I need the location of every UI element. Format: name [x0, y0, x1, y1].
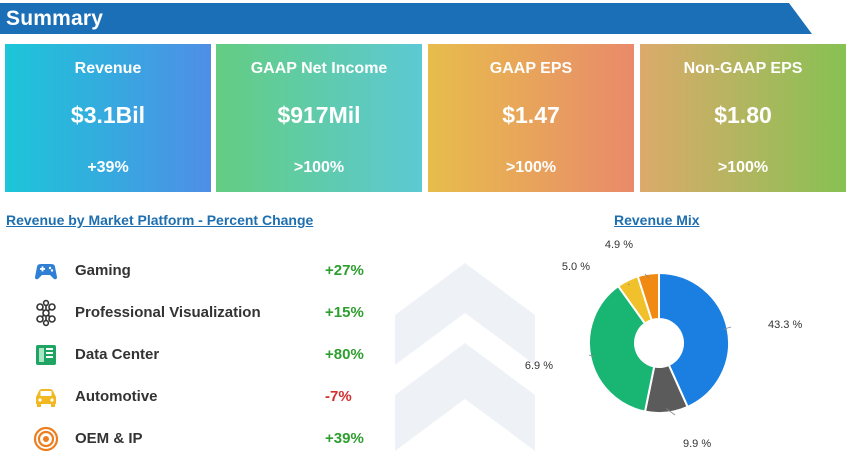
network-nodes-icon: [36, 299, 56, 327]
card-change: +39%: [87, 159, 129, 176]
platform-change: +39%: [325, 430, 364, 447]
platform-label: Gaming: [75, 262, 131, 279]
car-icon: [36, 389, 56, 407]
card-value: $3.1Bil: [70, 102, 146, 128]
revenue-card: Revenue $3.1Bil +39%: [5, 44, 211, 192]
slice-label: 9.9 %: [683, 438, 711, 450]
gamepad-icon: [35, 264, 57, 280]
leader-line: [627, 283, 630, 286]
card-change: >100%: [505, 159, 557, 176]
platform-label: OEM & IP: [75, 430, 143, 447]
card-value: $1.47: [502, 102, 560, 128]
leader-line: [588, 354, 595, 358]
platform-row-gaming: Gaming +27%: [0, 256, 420, 286]
platform-change: -7%: [325, 388, 352, 405]
card-change: >100%: [717, 159, 769, 176]
slice-label: 43.3 %: [768, 319, 802, 331]
leader-line: [666, 408, 676, 416]
non-gaap-eps-card: Non-GAAP EPS $1.80 >100%: [640, 44, 846, 192]
platform-row-oem-ip: OEM & IP +39%: [0, 424, 420, 454]
watermark-logo-icon: [395, 263, 535, 451]
target-icon: [33, 426, 59, 452]
card-change: >100%: [293, 159, 345, 176]
platform-change: +15%: [325, 304, 364, 321]
leader-line: [644, 273, 650, 279]
slice-label: 4.9 %: [605, 239, 633, 251]
platform-row-automotive: Automotive -7%: [0, 382, 420, 412]
summary-banner: Summary: [0, 3, 812, 34]
revenue-mix-title: Revenue Mix: [614, 212, 700, 228]
revenue-mix-donut-chart: 43.3 % 9.9 % 36.9 % 5.0 % 4.9 %: [525, 239, 802, 450]
gaap-eps-card: GAAP EPS $1.47 >100%: [428, 44, 634, 192]
card-label: Revenue: [74, 60, 142, 77]
card-value: $1.80: [714, 102, 772, 128]
slice-label: 36.9 %: [525, 360, 553, 372]
platform-label: Data Center: [75, 346, 160, 363]
slice-label: 5.0 %: [562, 261, 590, 273]
card-label: Non-GAAP EPS: [683, 60, 803, 77]
donut-slice: [588, 284, 656, 413]
platform-label: Automotive: [75, 388, 158, 405]
platform-change: +27%: [325, 262, 364, 279]
card-label: GAAP EPS: [489, 60, 573, 77]
platform-row-data-center: Data Center +80%: [0, 340, 420, 370]
donut-slice: [658, 271, 730, 409]
page-title: Summary: [6, 7, 104, 30]
gaap-net-income-card: GAAP Net Income $917Mil >100%: [216, 44, 422, 192]
donut-slice: [636, 271, 660, 322]
card-value: $917Mil: [277, 102, 361, 128]
leader-line: [723, 326, 732, 330]
platform-section-title: Revenue by Market Platform - Percent Cha…: [6, 212, 314, 228]
platform-change: +80%: [325, 346, 364, 363]
server-icon: [36, 345, 56, 365]
platform-row-professional-visualization: Professional Visualization +15%: [0, 298, 420, 328]
platform-label: Professional Visualization: [75, 304, 261, 321]
card-label: GAAP Net Income: [250, 60, 388, 77]
